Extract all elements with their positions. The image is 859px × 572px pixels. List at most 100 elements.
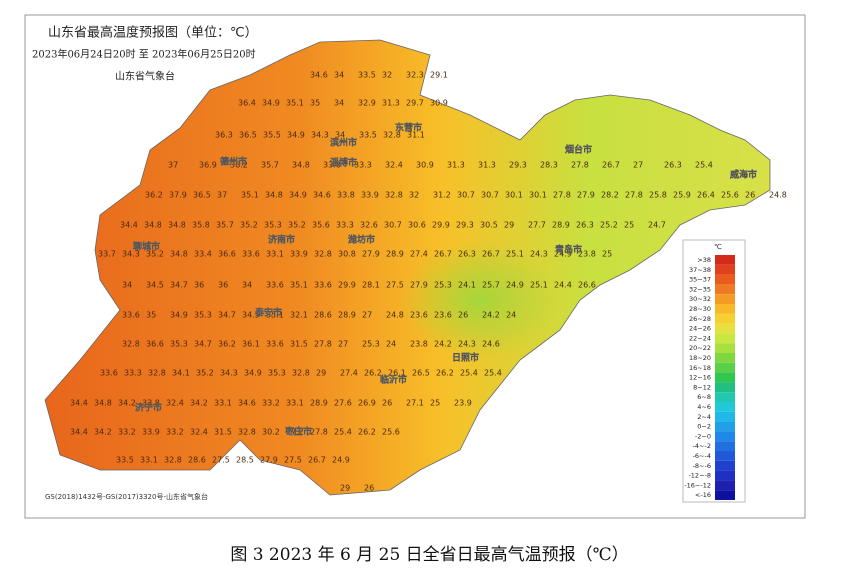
- temperature-value: 33.6: [266, 281, 284, 290]
- legend-label: 26~28: [689, 315, 711, 323]
- temperature-value: 36: [218, 281, 228, 290]
- temperature-value: 31.3: [478, 161, 496, 170]
- temperature-value: 27.1: [406, 399, 424, 408]
- issuer: 山东省气象台: [115, 70, 175, 83]
- temperature-value: 27.5: [212, 456, 230, 465]
- temperature-value: 28.2: [601, 191, 619, 200]
- city-label: 济南市: [268, 234, 295, 246]
- temperature-value: 27.5: [386, 281, 404, 290]
- temperature-value: 32.4: [190, 428, 208, 437]
- temperature-value: 25.1: [530, 281, 548, 290]
- temperature-value: 23.6: [434, 311, 452, 320]
- temperature-value: 32: [382, 71, 392, 80]
- temperature-value: 30.1: [529, 191, 547, 200]
- temperature-value: 34.7: [218, 311, 236, 320]
- temperature-value: 33.9: [290, 250, 308, 259]
- temperature-value: 23.9: [454, 399, 472, 408]
- temperature-value: 33.9: [142, 428, 160, 437]
- legend-label: 18~20: [689, 354, 711, 362]
- temperature-value: 35: [310, 99, 320, 108]
- temperature-value: 24.2: [482, 311, 500, 320]
- temperature-value: 30.2: [262, 428, 280, 437]
- legend-label: 32~35: [689, 285, 711, 293]
- temperature-value: 28.9: [386, 250, 404, 259]
- city-label: 淄博市: [330, 157, 357, 169]
- temperature-value: 32.8: [164, 456, 182, 465]
- temperature-value: 25.4: [460, 369, 478, 378]
- temperature-value: 23.8: [578, 250, 596, 259]
- temperature-value: 27.8: [553, 191, 571, 200]
- temperature-value: 26.5: [412, 369, 430, 378]
- temperature-value: 35.7: [216, 221, 234, 230]
- temperature-value: 33.6: [242, 250, 260, 259]
- temperature-value: 36.1: [242, 340, 260, 349]
- temperature-value: 32.8: [148, 369, 166, 378]
- map-figure: 山东省最高温度预报图（单位：℃） 2023年06月24日20时 至 2023年0…: [24, 14, 806, 519]
- temperature-value: 28.5: [236, 456, 254, 465]
- temperature-value: 28.1: [362, 281, 380, 290]
- temperature-value: 37: [217, 191, 227, 200]
- temperature-value: 26.7: [434, 250, 452, 259]
- legend-swatch: [715, 421, 735, 432]
- temperature-value: 34.2: [94, 428, 112, 437]
- temperature-value: 25: [624, 221, 634, 230]
- temperature-value: 32.4: [385, 161, 403, 170]
- city-label: 青岛市: [555, 244, 582, 256]
- temperature-value: 34: [334, 99, 344, 108]
- legend-label: 35~37: [689, 276, 711, 284]
- temperature-value: 30.5: [480, 221, 498, 230]
- temperature-value: 32: [409, 191, 419, 200]
- cool-area: [400, 240, 560, 360]
- temperature-value: 34.9: [289, 191, 307, 200]
- legend-unit: ℃: [714, 243, 722, 251]
- temperature-value: 34.5: [242, 311, 260, 320]
- legend-swatch: [715, 264, 735, 275]
- temperature-value: 27.6: [334, 399, 352, 408]
- temperature-value: 26.2: [358, 428, 376, 437]
- temperature-value: 25.8: [649, 191, 667, 200]
- city-label: 烟台市: [565, 144, 592, 156]
- temperature-value: 34.5: [146, 281, 164, 290]
- temperature-value: 24.1: [458, 281, 476, 290]
- temperature-value: 36.2: [230, 161, 248, 170]
- temperature-value: 36.3: [215, 131, 233, 140]
- temperature-value: 30.9: [416, 161, 434, 170]
- legend-swatch: [715, 460, 735, 471]
- temperature-value: 24.9: [332, 456, 350, 465]
- temperature-value: 36.2: [145, 191, 163, 200]
- legend-swatch: [715, 392, 735, 402]
- temperature-value: 30.6: [408, 221, 426, 230]
- temperature-value: 33.8: [337, 191, 355, 200]
- period: 2023年06月24日20时 至 2023年06月25日20时: [32, 48, 256, 61]
- temperature-value: 28.6: [188, 456, 206, 465]
- temperature-value: 29.3: [509, 161, 527, 170]
- temperature-value: 25.4: [695, 161, 713, 170]
- temperature-value: 34.2: [190, 399, 208, 408]
- temperature-value: 30.8: [338, 250, 356, 259]
- city-label: 日照市: [452, 352, 479, 364]
- temperature-value: 34.1: [172, 369, 190, 378]
- temperature-value: 32.3: [406, 71, 424, 80]
- temperature-value: 36.2: [218, 340, 236, 349]
- legend-swatch: [715, 382, 735, 393]
- footer: GS(2018)1432号-GS(2017)3320号-山东省气象台: [45, 492, 208, 501]
- temperature-value: 36.6: [146, 340, 164, 349]
- temperature-value: 34.9: [262, 99, 280, 108]
- legend-label: 30~32: [689, 295, 711, 303]
- legend-label: 22~24: [689, 334, 711, 342]
- temperature-value: 27.8: [625, 191, 643, 200]
- temperature-value: 24.9: [506, 281, 524, 290]
- temperature-value: 30.9: [430, 99, 448, 108]
- legend-label: -16~-12: [684, 481, 711, 489]
- temperature-value: 34: [122, 281, 132, 290]
- temperature-value: 24.9: [554, 250, 572, 259]
- temperature-value: 32.4: [166, 399, 184, 408]
- temperature-value: 36: [194, 281, 204, 290]
- temperature-value: 26.2: [436, 369, 454, 378]
- temperature-value: 33.1: [140, 456, 158, 465]
- temperature-value: 26.3: [458, 250, 476, 259]
- legend-swatch: [715, 333, 735, 344]
- temperature-value: 32.8: [383, 131, 401, 140]
- temperature-value: 34.7: [170, 281, 188, 290]
- temperature-value: 33.6: [266, 340, 284, 349]
